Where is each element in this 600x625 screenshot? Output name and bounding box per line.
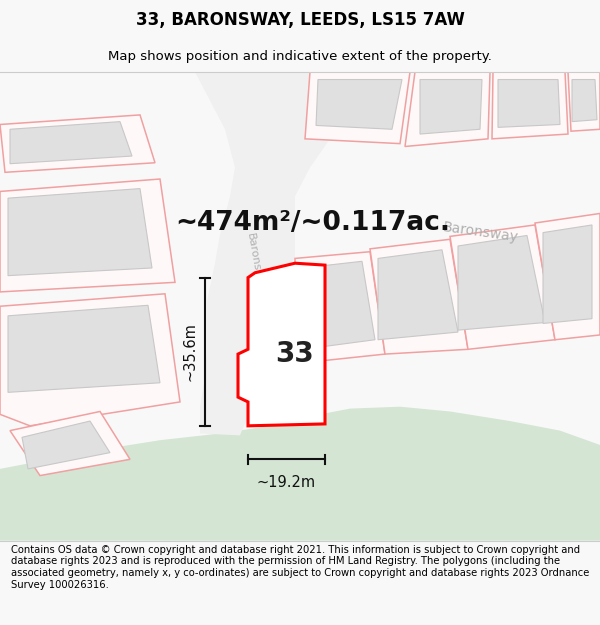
Polygon shape (10, 122, 132, 164)
Polygon shape (305, 72, 410, 144)
Polygon shape (420, 79, 482, 134)
Text: 33: 33 (275, 340, 314, 368)
Polygon shape (303, 261, 375, 349)
Polygon shape (405, 72, 490, 146)
Polygon shape (22, 421, 110, 469)
Text: ~35.6m: ~35.6m (183, 322, 198, 381)
Polygon shape (195, 72, 340, 436)
Polygon shape (8, 189, 152, 276)
Text: ~474m²/~0.117ac.: ~474m²/~0.117ac. (175, 210, 450, 236)
Polygon shape (543, 225, 592, 324)
Polygon shape (10, 411, 130, 476)
Polygon shape (0, 179, 175, 292)
Polygon shape (572, 79, 597, 122)
Polygon shape (316, 79, 402, 129)
Polygon shape (0, 294, 180, 426)
Polygon shape (8, 305, 160, 392)
Polygon shape (378, 250, 458, 340)
Polygon shape (568, 72, 600, 131)
Text: Contains OS data © Crown copyright and database right 2021. This information is : Contains OS data © Crown copyright and d… (11, 545, 589, 589)
Polygon shape (458, 236, 545, 330)
Polygon shape (450, 225, 555, 349)
Text: ~19.2m: ~19.2m (257, 474, 316, 489)
Text: Map shows position and indicative extent of the property.: Map shows position and indicative extent… (108, 49, 492, 62)
Polygon shape (238, 263, 325, 426)
Polygon shape (0, 115, 155, 172)
Polygon shape (370, 239, 468, 354)
Text: Baronsway: Baronsway (441, 221, 519, 245)
Text: 33, BARONSWAY, LEEDS, LS15 7AW: 33, BARONSWAY, LEEDS, LS15 7AW (136, 11, 464, 29)
Polygon shape (492, 72, 568, 139)
Polygon shape (535, 214, 600, 340)
Polygon shape (295, 252, 385, 364)
Polygon shape (0, 407, 600, 541)
Text: Baronsway: Baronsway (245, 232, 265, 294)
Polygon shape (498, 79, 560, 128)
